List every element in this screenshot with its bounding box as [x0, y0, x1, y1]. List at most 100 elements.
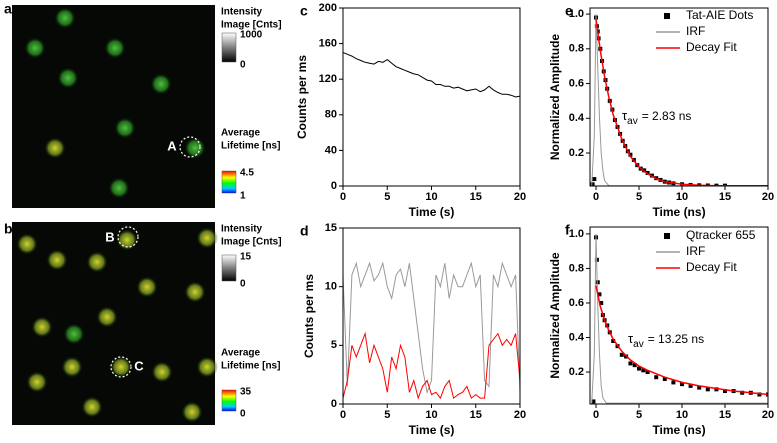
- data-point: [714, 387, 719, 392]
- data-point: [632, 363, 637, 368]
- roi-circle: [179, 136, 201, 158]
- colorbar-title: Image [Cnts]: [221, 20, 282, 31]
- colorbar-title: Lifetime [ns]: [221, 361, 280, 372]
- colorbar-title: Lifetime [ns]: [221, 141, 280, 152]
- colorbar-title: Intensity: [221, 7, 263, 18]
- data-point: [688, 383, 693, 388]
- colorbar-min: 0: [240, 409, 246, 420]
- annotation-symbol: τ: [628, 331, 634, 346]
- y-tick-label: 0.6: [569, 77, 584, 89]
- data-point: [628, 152, 633, 157]
- particle: [96, 306, 118, 328]
- particle: [63, 323, 85, 345]
- data-line: [591, 233, 768, 404]
- y-tick-label: 0.4: [569, 331, 585, 343]
- x-tick-label: 20: [514, 191, 526, 203]
- roi-circle: [110, 356, 132, 378]
- data-point: [740, 390, 745, 395]
- panel-label: a: [4, 1, 12, 17]
- x-axis-label: Time (s): [409, 205, 455, 219]
- data-point: [671, 380, 676, 385]
- data-point: [705, 183, 710, 186]
- axes-frame: [342, 7, 521, 187]
- colorbar-title: Image [Cnts]: [221, 237, 282, 248]
- annotation: τav = 13.25 ns: [628, 331, 704, 349]
- y-tick-label: 0.2: [569, 147, 584, 159]
- y-tick-label: 15: [325, 222, 337, 234]
- colorbar-min: 1: [240, 191, 246, 202]
- colorbar: [221, 254, 237, 282]
- legend-label: IRF: [686, 24, 705, 38]
- y-tick-label: 80: [325, 109, 337, 121]
- data-point: [654, 375, 659, 380]
- data-point: [723, 183, 728, 186]
- particle: [81, 396, 103, 418]
- y-axis-label: Counts per ms: [302, 274, 316, 358]
- y-tick-label: 0: [331, 180, 337, 192]
- legend-label: Decay Fit: [686, 260, 737, 274]
- x-tick-label: 5: [636, 191, 642, 203]
- x-axis-label: Time (s): [409, 423, 455, 437]
- colorbar: [221, 170, 237, 194]
- y-tick-label: 160: [319, 38, 337, 50]
- particle: [181, 401, 203, 423]
- data-point: [591, 399, 596, 404]
- y-tick-label: 0: [331, 398, 337, 410]
- plot-area: [343, 52, 520, 98]
- annotation-symbol: τ: [622, 108, 628, 123]
- y-axis-label: Counts per ms: [295, 55, 309, 139]
- x-tick-label: 10: [676, 409, 688, 421]
- colorbar: [221, 32, 237, 63]
- data-point: [662, 376, 667, 381]
- plot-area: [591, 233, 768, 404]
- data-line: [595, 19, 768, 186]
- particle: [116, 229, 138, 251]
- annotation: τav = 2.83 ns: [622, 108, 691, 126]
- annotation-subscript: av: [627, 116, 638, 127]
- particle: [26, 371, 48, 393]
- legend-marker: [664, 233, 670, 239]
- roi-circle: [117, 226, 139, 248]
- y-axis-label: Normalized Amplitude: [548, 34, 562, 161]
- particle: [184, 137, 206, 159]
- colorbar-max: 15: [240, 252, 252, 263]
- colorbar-title: Intensity: [221, 224, 263, 235]
- data-point: [599, 300, 604, 305]
- colorbar-title: Average: [221, 128, 261, 139]
- data-line: [343, 261, 520, 395]
- data-line: [343, 331, 520, 400]
- colorbar-min: 0: [240, 60, 246, 71]
- data-point: [723, 389, 728, 394]
- x-tick-label: 15: [719, 409, 731, 421]
- colorbar-max: 1000: [240, 30, 263, 41]
- data-point: [619, 352, 624, 357]
- particle: [31, 316, 53, 338]
- x-tick-label: 10: [425, 409, 437, 421]
- annotation-text: = 13.25 ns: [648, 332, 704, 346]
- data-point: [714, 183, 719, 186]
- x-tick-label: 20: [762, 409, 774, 421]
- data-point: [595, 280, 600, 285]
- plot-area: [343, 261, 520, 400]
- colorbar: [221, 389, 237, 412]
- data-line: [595, 285, 768, 396]
- data-line: [591, 14, 768, 186]
- plot-area: [590, 14, 768, 186]
- y-tick-label: 0.2: [569, 366, 584, 378]
- particle: [86, 251, 108, 273]
- x-tick-label: 20: [762, 191, 774, 203]
- x-tick-label: 5: [636, 409, 642, 421]
- x-axis-label: Time (ns): [652, 205, 705, 219]
- data-point: [637, 366, 642, 371]
- data-point: [697, 385, 702, 390]
- axes-frame: [589, 226, 769, 405]
- panel-label: e: [565, 3, 573, 19]
- particle: [61, 356, 83, 378]
- data-line: [343, 52, 520, 98]
- y-tick-label: 0.8: [569, 262, 584, 274]
- x-tick-label: 0: [340, 409, 346, 421]
- panel-label: f: [565, 222, 570, 238]
- panel-label: c: [300, 3, 308, 19]
- y-tick-label: 0.8: [569, 43, 584, 55]
